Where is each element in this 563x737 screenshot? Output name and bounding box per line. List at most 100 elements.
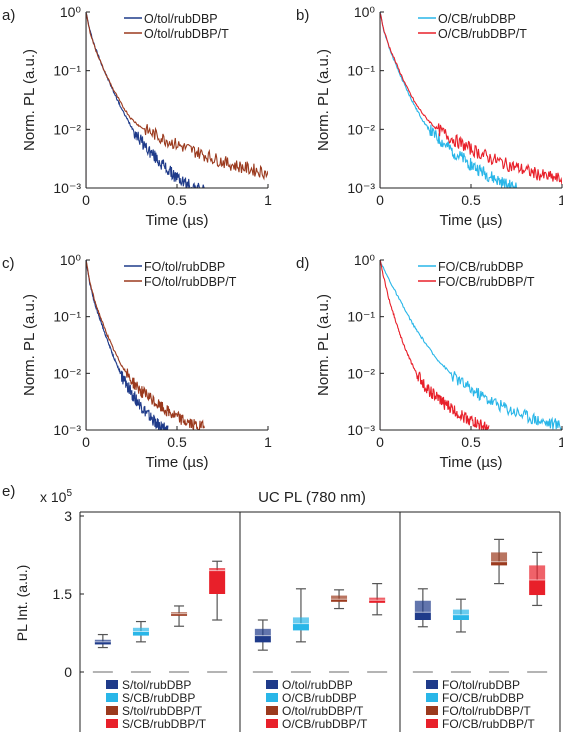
plot-c: 10⁰ 10⁻¹ 10⁻² 10⁻³0 0.5 1 Time (µs) Norm. PL (a… [21, 252, 272, 471]
legend-swatch [426, 719, 438, 728]
box-upper [529, 565, 546, 580]
y-tick-label: 10⁻³ [347, 422, 375, 438]
y-tick-label: 1.5 [53, 586, 73, 602]
y-tick-label: 10⁻¹ [347, 309, 375, 325]
legend-entry: FO/tol/rubDBP/T [442, 704, 531, 718]
box-lower [414, 612, 431, 620]
legend-swatch [266, 693, 278, 702]
legend-entry: S/tol/rubDBP/T [122, 704, 203, 718]
legend-entry: O/tol/rubDBP/T [282, 704, 364, 718]
panel-label-b: b) [296, 7, 309, 24]
legend-entry: FO/CB/rubDBP [442, 691, 524, 705]
decay-trace-FO-tol-rubDBP [86, 260, 169, 430]
box-lower [529, 579, 546, 596]
x-tick-label: 0.5 [167, 192, 187, 208]
y-tick-label: 10⁰ [60, 4, 82, 20]
decay-trace-FO-CB-rubDBP-T [380, 260, 490, 430]
box-plot: S/tol/rubDBPS/CB/rubDBPS/tol/rubDBP/TS/C… [53, 508, 561, 732]
legend-swatch [106, 706, 118, 715]
legend-swatch [426, 693, 438, 702]
box-upper [292, 617, 309, 624]
panel-label-e: e) [2, 483, 15, 500]
legend-entry: O/tol/rubDBP/T [144, 27, 229, 41]
box-upper [94, 639, 111, 642]
legend-entry: O/tol/rubDBP [282, 678, 353, 692]
y-tick-label: 10⁻³ [347, 180, 375, 196]
y-axis-label: Norm. PL (a.u.) [315, 294, 332, 396]
box-upper [331, 595, 348, 600]
y-tick-label: 10⁻³ [53, 422, 81, 438]
x-tick-label: 0.5 [461, 192, 481, 208]
plot-d: 10⁰ 10⁻¹ 10⁻² 10⁻³0 0.5 1 Time (µs) Norm. PL (a… [315, 252, 563, 471]
box-lower [292, 623, 309, 631]
plot-a: 10⁰ 10⁻¹ 10⁻² 10⁻³0 0.5 1 Time (µs) Norm. PL (a… [21, 4, 272, 229]
decay-trace-FO-tol-rubDBP-T [86, 260, 205, 430]
x-tick-label: 1 [558, 192, 563, 208]
x-tick-label: 1 [264, 192, 272, 208]
legend-entry: FO/CB/rubDBP [438, 260, 523, 274]
y-tick-label: 10⁻² [53, 365, 81, 381]
legend-swatch [266, 706, 278, 715]
box-lower [132, 631, 149, 636]
y-tick-label: 3 [64, 508, 72, 524]
y-tick-label: 10⁰ [354, 4, 376, 20]
box-lower [94, 641, 111, 645]
y-axis-label: Norm. PL (a.u.) [315, 49, 332, 151]
legend-entry: O/tol/rubDBP [144, 12, 218, 26]
panel-c: c) 10⁰ 10⁻¹ 10⁻² 10⁻³0 0.5 1 Time (µs) Norm. PL… [2, 252, 272, 471]
legend-swatch [106, 719, 118, 728]
box-chart-title: UC PL (780 nm) [258, 489, 366, 506]
panel-e: e) UC PL (780 nm) x 105 PL Int. (a.u.) S… [2, 483, 561, 732]
y-tick-label: 10⁻² [53, 121, 81, 137]
x-tick-label: 0.5 [167, 434, 187, 450]
box-upper [209, 568, 226, 571]
box-upper [369, 597, 386, 601]
panel-label-d: d) [296, 255, 309, 272]
legend-entry: FO/CB/rubDBP/T [438, 275, 535, 289]
legend-entry: FO/CB/rubDBP/T [442, 717, 535, 731]
y-tick-label: 10⁻² [347, 121, 375, 137]
decay-trace-FO-CB-rubDBP [380, 260, 562, 430]
y-tick-label: 0 [64, 664, 72, 680]
y-tick-label: 10⁰ [60, 252, 82, 268]
y-tick-label: 10⁻¹ [53, 309, 81, 325]
legend-entry: FO/tol/rubDBP [144, 260, 225, 274]
plot-b: 10⁰ 10⁻¹ 10⁻² 10⁻³0 0.5 1 Time (µs) Norm. PL (a… [315, 4, 563, 229]
decay-trace-O-CB-rubDBP-T [380, 12, 562, 188]
legend-entry: O/CB/rubDBP/T [282, 717, 368, 731]
box-upper [254, 628, 271, 636]
legend-entry: S/CB/rubDBP/T [122, 717, 207, 731]
y-axis-label: Norm. PL (a.u.) [21, 294, 38, 396]
x-tick-label: 1 [558, 434, 563, 450]
x-tick-label: 0 [82, 192, 90, 208]
legend-entry: S/tol/rubDBP [122, 678, 191, 692]
panel-b: b) 10⁰ 10⁻¹ 10⁻² 10⁻³0 0.5 1 Time (µs) Norm. PL… [296, 4, 563, 229]
legend-swatch [106, 693, 118, 702]
legend-entry: O/CB/rubDBP [282, 691, 357, 705]
x-tick-label: 0 [376, 434, 384, 450]
legend-entry: O/CB/rubDBP [438, 12, 516, 26]
y-tick-label: 10⁻¹ [347, 63, 375, 79]
decay-trace-O-CB-rubDBP [380, 12, 518, 188]
y-tick-label: 10⁻³ [53, 180, 81, 196]
y-factor: x 105 [40, 488, 72, 505]
box-lower [171, 613, 188, 616]
x-tick-label: 0 [82, 434, 90, 450]
box-lower [452, 614, 469, 620]
x-axis-label: Time (µs) [439, 212, 502, 229]
panel-a: a) 10⁰ 10⁻¹ 10⁻² 10⁻³0 0.5 1 Time (µs) Norm. PL… [2, 4, 272, 229]
panel-d: d) 10⁰ 10⁻¹ 10⁻² 10⁻³0 0.5 1 Time (µs) Norm. PL… [296, 252, 563, 471]
box-upper [491, 552, 508, 562]
box-upper [414, 600, 431, 613]
decay-trace-O-tol-rubDBP-T [86, 12, 268, 188]
x-tick-label: 0 [376, 192, 384, 208]
y-tick-label: 10⁰ [354, 252, 376, 268]
box-y-axis-label: PL Int. (a.u.) [14, 565, 30, 642]
x-axis-label: Time (µs) [439, 454, 502, 471]
y-tick-label: 10⁻¹ [53, 63, 81, 79]
panel-label-a: a) [2, 7, 15, 24]
legend-entry: S/CB/rubDBP [122, 691, 195, 705]
box-lower [254, 635, 271, 643]
x-tick-label: 0.5 [461, 434, 481, 450]
